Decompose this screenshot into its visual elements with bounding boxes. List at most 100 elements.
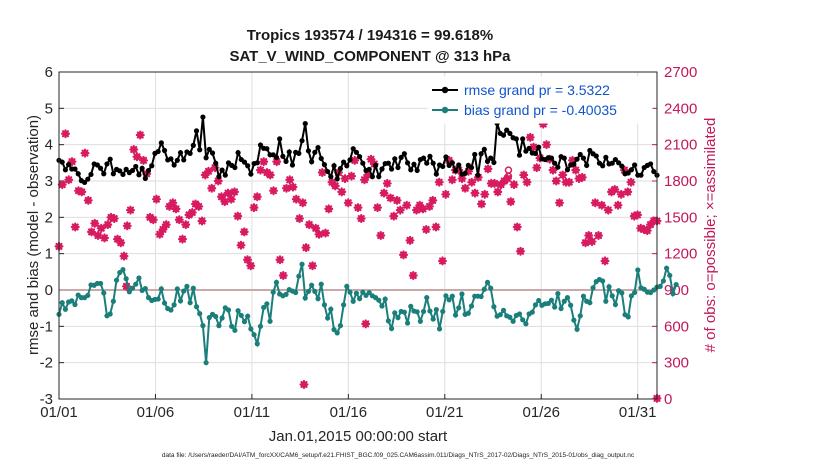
obs-star-strokes — [366, 154, 376, 164]
obs-star-strokes — [467, 177, 477, 187]
rmse-point — [280, 153, 286, 159]
obs-star-strokes — [148, 215, 158, 225]
rmse-point — [571, 161, 577, 167]
obs-assimilated-point — [96, 223, 106, 233]
bias-point — [203, 360, 209, 366]
bias-point — [488, 285, 494, 291]
obs-star-strokes — [642, 226, 652, 236]
obs-assimilated-point — [464, 166, 473, 176]
rmse-point — [398, 154, 404, 160]
obs-assimilated-point — [636, 223, 646, 233]
obs-star-strokes — [299, 379, 309, 389]
obs-assimilated-point — [512, 222, 522, 232]
obs-star-strokes — [57, 180, 67, 190]
obs-assimilated-point — [343, 198, 353, 208]
obs-assimilated-point — [314, 229, 324, 239]
bias-point — [59, 300, 65, 306]
obs-star-strokes — [324, 204, 334, 214]
obs-assimilated-point — [379, 188, 389, 198]
obs-assimilated-point — [109, 214, 119, 224]
obs-assimilated-point — [392, 195, 402, 205]
obs-star-strokes — [282, 183, 291, 193]
bias-point — [657, 283, 663, 289]
obs-star-strokes — [493, 187, 503, 197]
rmse-point — [625, 170, 631, 176]
obs-assimilated-point — [516, 246, 525, 256]
rmse-point — [222, 172, 228, 178]
rmse-point — [334, 176, 340, 182]
bias-point — [133, 281, 139, 287]
obs-assimilated-outlier — [122, 281, 132, 291]
rmse-point — [353, 149, 360, 155]
rmse-point — [574, 156, 580, 162]
bias-point — [353, 290, 360, 296]
obs-assimilated-point — [493, 187, 503, 197]
rmse-point — [577, 151, 583, 158]
rmse-point — [325, 168, 331, 175]
obs-assimilated-point — [106, 212, 116, 222]
obs-star-strokes — [564, 177, 574, 187]
rmse-point — [513, 136, 519, 142]
obs-assimilated-point — [577, 172, 587, 182]
rmse-point — [632, 162, 638, 168]
obs-assimilated-point — [90, 218, 100, 228]
obs-star-strokes — [194, 201, 204, 211]
plot-frame — [58, 71, 658, 400]
obs-star-strokes — [490, 178, 499, 188]
rmse-point — [216, 174, 222, 180]
bias-point — [356, 296, 363, 302]
obs-star-strokes — [272, 157, 282, 167]
rmse-point — [344, 163, 350, 169]
obs-star-strokes — [129, 145, 139, 155]
obs-assimilated-point — [295, 214, 304, 224]
rmse-point — [619, 163, 625, 169]
obs-assimilated-point — [600, 256, 610, 266]
obs-assimilated-point — [135, 130, 145, 140]
bias-point — [580, 293, 587, 299]
y2-tick-label: 2100 — [664, 137, 697, 154]
y2-tick-label: 600 — [664, 318, 689, 335]
y-tick-label: 2 — [45, 209, 53, 226]
rmse-point — [616, 160, 622, 166]
bias-point — [174, 286, 180, 292]
obs-assimilated-point — [304, 220, 314, 230]
rmse-point — [120, 171, 126, 178]
rmse-point — [379, 166, 385, 172]
obs-possible-point — [504, 172, 513, 180]
obs-star-strokes — [347, 171, 356, 181]
obs-star-strokes — [217, 192, 226, 202]
rmse-point — [206, 146, 212, 152]
obs-assimilated-point — [525, 132, 535, 142]
obs-assimilated-point — [421, 224, 431, 234]
obs-star-strokes — [126, 205, 135, 215]
rmse-point — [433, 171, 439, 177]
bias-point — [264, 301, 270, 307]
bias-point — [510, 318, 516, 324]
obs-assimilated-point — [122, 221, 132, 231]
rmse-series — [56, 114, 660, 186]
obs-star-strokes — [434, 177, 444, 187]
obs-assimilated-point — [265, 170, 275, 180]
bias-point — [235, 308, 241, 314]
obs-star-strokes — [519, 170, 529, 180]
obs-star-strokes — [298, 198, 308, 208]
rmse-point — [133, 163, 139, 170]
obs-star-strokes — [132, 152, 142, 162]
rmse-point — [321, 162, 328, 168]
y-tick-label: 5 — [45, 100, 53, 117]
obs-assimilated-point — [246, 261, 256, 271]
bias-point — [609, 293, 615, 299]
y-tick-label: 6 — [45, 64, 53, 81]
obs-star-strokes — [93, 231, 103, 240]
rmse-point — [197, 147, 203, 153]
obs-assimilated-point — [308, 261, 317, 271]
obs-assimilated-point — [564, 177, 574, 187]
obs-assimilated-point — [529, 142, 538, 152]
bias-point — [62, 306, 68, 312]
obs-star-strokes — [67, 157, 77, 167]
obs-assimilated-point — [399, 250, 408, 260]
rmse-point — [475, 172, 481, 178]
rmse-point — [420, 155, 427, 161]
obs-assimilated-point — [282, 183, 291, 193]
obs-assimilated-point — [454, 165, 464, 175]
